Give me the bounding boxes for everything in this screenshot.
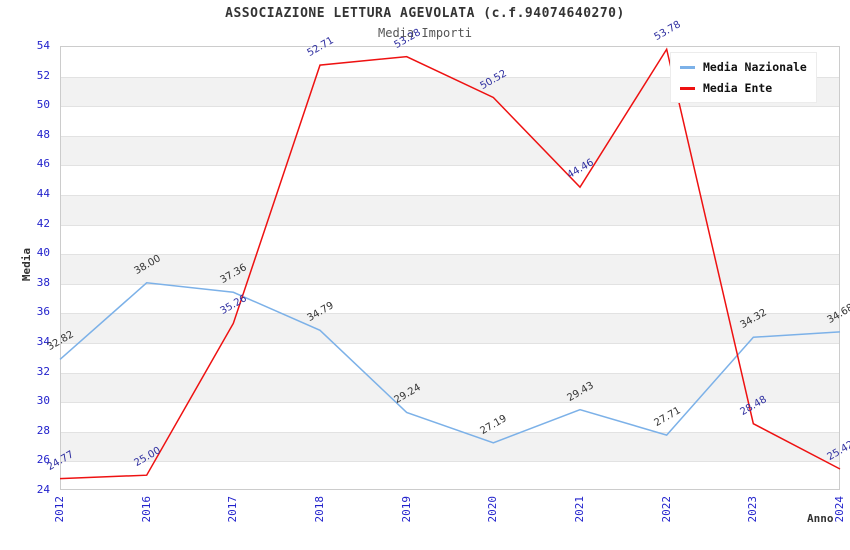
x-tick-label: 2024	[833, 496, 846, 523]
grid-band	[61, 313, 839, 343]
grid-band	[61, 195, 839, 225]
y-tick-label: 34	[36, 335, 50, 348]
x-tick-label: 2020	[486, 496, 500, 523]
x-tick-label: 2012	[53, 496, 66, 523]
legend-label: Media Nazionale	[703, 60, 807, 74]
legend: Media Nazionale Media Ente	[670, 52, 817, 103]
grid-band	[61, 135, 839, 166]
chart-subtitle: Media Importi	[378, 26, 472, 40]
chart-title: ASSOCIAZIONE LETTURA AGEVOLATA (c.f.9407…	[225, 6, 625, 21]
legend-label: Media Ente	[703, 81, 773, 95]
x-axis-title: Anno	[807, 512, 834, 525]
y-tick-label: 24	[36, 483, 50, 496]
legend-item-media-nazionale: Media Nazionale	[680, 60, 807, 74]
x-tick-label: 2022	[659, 496, 673, 523]
y-tick-label: 50	[36, 98, 50, 112]
y-axis-title: Media	[20, 248, 33, 282]
y-tick-label: 32	[36, 364, 50, 378]
grid-band	[61, 254, 839, 284]
y-tick-label: 44	[36, 187, 50, 200]
grid-band	[61, 224, 839, 255]
grid-band	[61, 343, 839, 373]
legend-marker-icon	[680, 86, 695, 90]
x-tick-label: 2023	[746, 496, 760, 523]
y-tick-label: 36	[36, 305, 50, 319]
grid-band	[61, 165, 839, 195]
y-tick-label: 48	[36, 127, 50, 141]
grid-band	[61, 431, 839, 462]
y-tick-label: 40	[36, 246, 50, 260]
x-tick-label: 2021	[573, 496, 586, 523]
legend-item-media-ente: Media Ente	[680, 81, 807, 95]
y-tick-label: 46	[36, 157, 50, 171]
x-tick-label: 2016	[139, 496, 153, 523]
x-tick-label: 2017	[226, 496, 240, 523]
y-tick-label: 30	[36, 394, 50, 408]
x-tick-label: 2018	[313, 496, 326, 523]
legend-marker-icon	[680, 65, 695, 69]
grid-band	[61, 372, 839, 403]
y-tick-label: 28	[36, 423, 50, 437]
grid-band	[61, 283, 839, 314]
grid-band	[61, 106, 839, 136]
x-tick-label: 2019	[399, 496, 413, 523]
y-tick-label: 42	[36, 216, 50, 230]
grid-band	[61, 461, 839, 491]
y-tick-label: 54	[36, 39, 50, 52]
y-tick-label: 26	[36, 453, 50, 467]
y-tick-label: 52	[36, 68, 50, 82]
plot-area	[60, 46, 840, 490]
y-tick-label: 38	[36, 275, 50, 289]
grid-band	[61, 402, 839, 432]
